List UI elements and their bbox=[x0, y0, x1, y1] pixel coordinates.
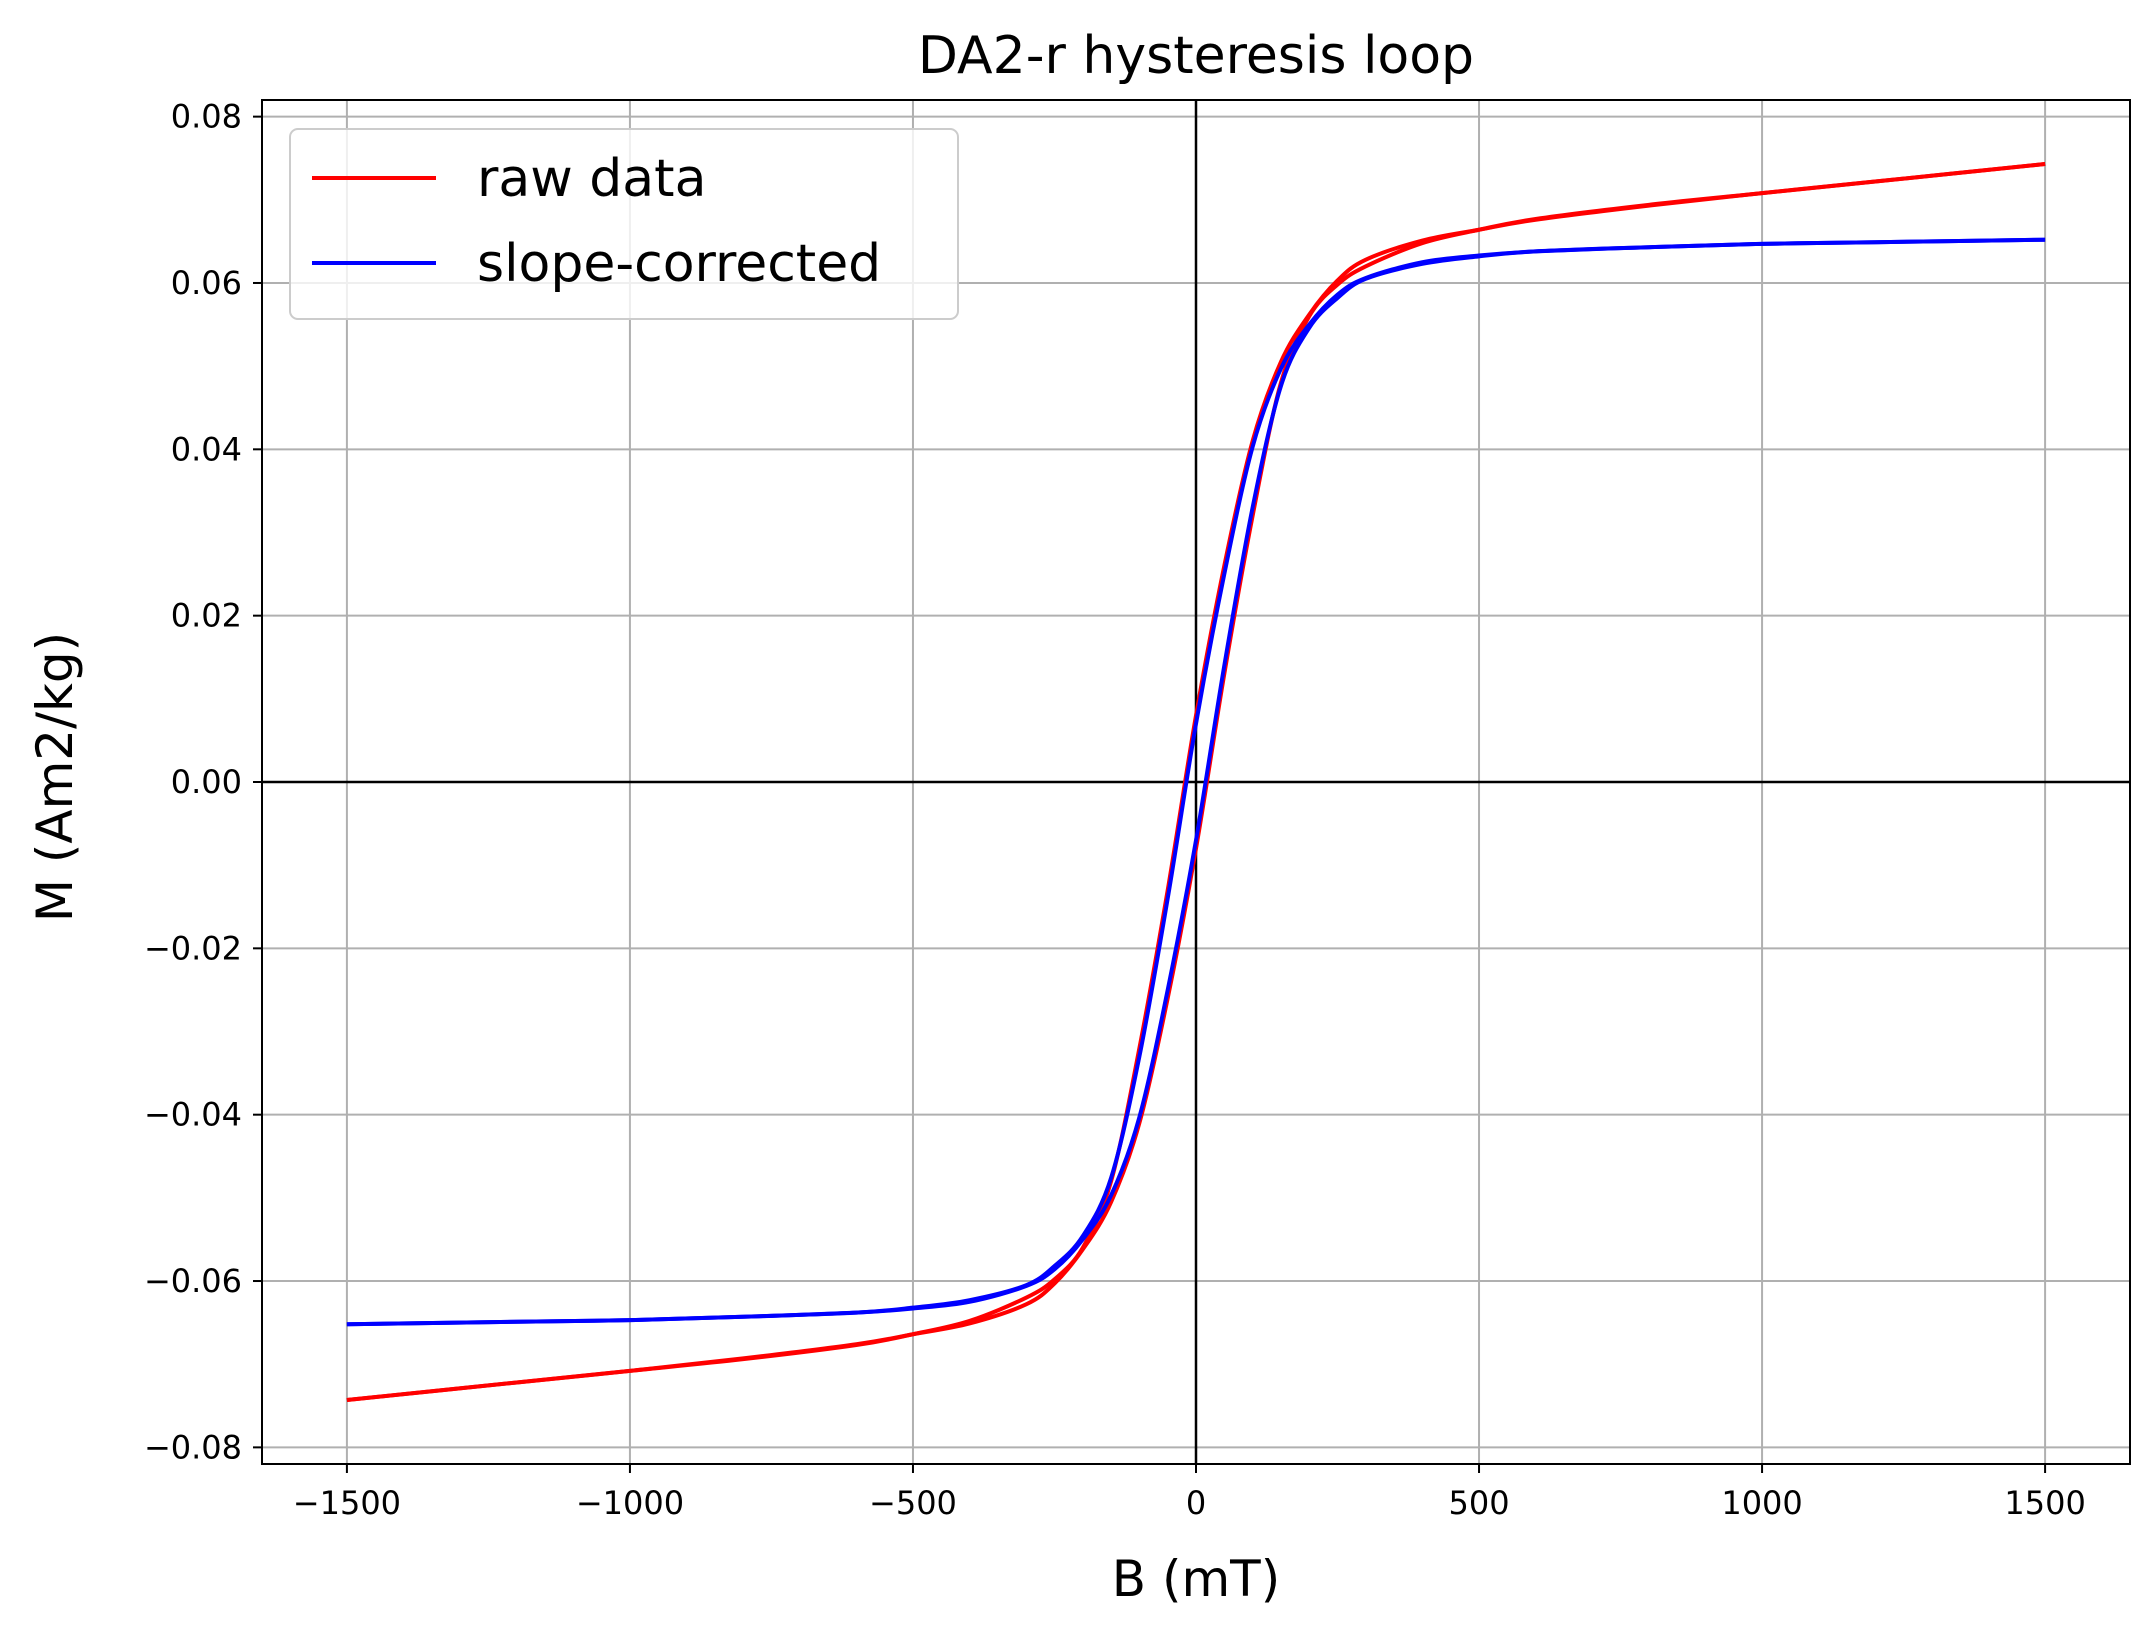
y-tick-label: 0.08 bbox=[171, 98, 242, 136]
x-axis-ticks: −1500 −1000 −500 0 500 1000 1500 bbox=[293, 1464, 2086, 1522]
y-tick-label: −0.04 bbox=[144, 1096, 242, 1134]
x-tick-label: −1000 bbox=[576, 1484, 684, 1522]
x-tick-label: −500 bbox=[869, 1484, 957, 1522]
y-tick-label: 0.02 bbox=[171, 597, 242, 635]
legend-label-raw-data: raw data bbox=[477, 149, 706, 209]
y-tick-label: 0.04 bbox=[171, 430, 242, 468]
legend: raw data slope-corrected bbox=[289, 128, 959, 320]
legend-label-slope-corrected: slope-corrected bbox=[477, 234, 881, 294]
y-axis-label: M (Am2/kg) bbox=[26, 632, 84, 922]
chart-title: DA2-r hysteresis loop bbox=[918, 26, 1474, 86]
x-axis-label: B (mT) bbox=[1112, 1550, 1280, 1608]
zero-lines bbox=[262, 100, 2130, 1464]
x-tick-label: 500 bbox=[1448, 1484, 1509, 1522]
y-tick-label: −0.02 bbox=[144, 929, 242, 967]
y-tick-label: 0.00 bbox=[171, 763, 242, 801]
x-tick-label: −1500 bbox=[293, 1484, 401, 1522]
x-tick-label: 0 bbox=[1186, 1484, 1206, 1522]
legend-box bbox=[289, 128, 959, 320]
y-tick-label: −0.06 bbox=[144, 1262, 242, 1300]
x-tick-label: 1500 bbox=[2004, 1484, 2085, 1522]
x-tick-label: 1000 bbox=[1721, 1484, 1802, 1522]
series-lines bbox=[346, 162, 2046, 1402]
y-tick-label: −0.08 bbox=[144, 1428, 242, 1466]
y-axis-ticks: −0.08 −0.06 −0.04 −0.02 0.00 0.02 0.04 0.06 0.08 bbox=[144, 98, 262, 1466]
series-slope-corrected-ascending-branch bbox=[346, 237, 2046, 1327]
y-tick-label: 0.06 bbox=[171, 264, 242, 302]
